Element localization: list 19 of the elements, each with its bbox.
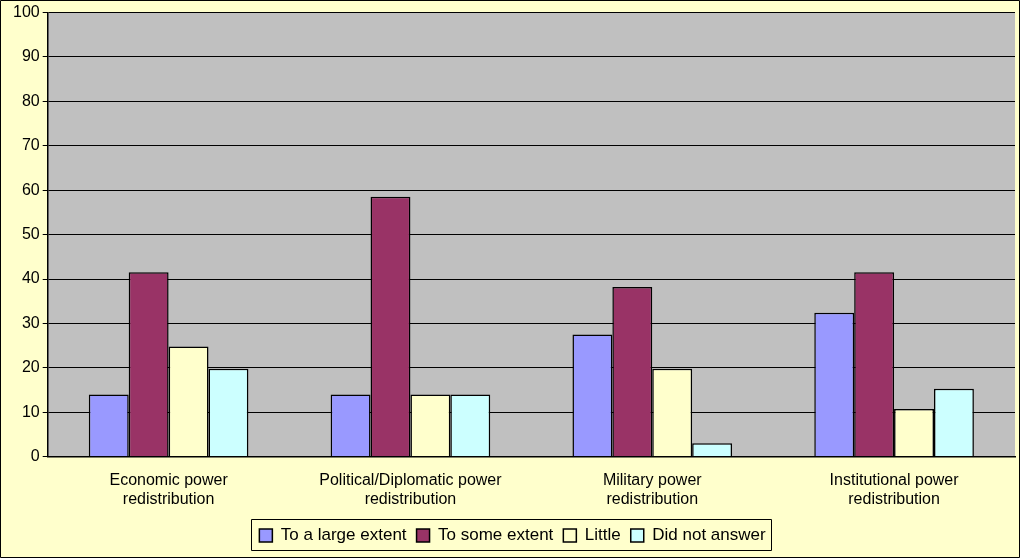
y-tick-label: 100 <box>12 3 40 21</box>
y-tick-label: 20 <box>21 358 40 376</box>
legend-label: Did not answer <box>652 525 766 545</box>
legend-label: To some extent <box>438 525 554 545</box>
legend-label: Little <box>584 525 621 545</box>
y-tick-label: 70 <box>21 136 40 154</box>
y-tick-label: 10 <box>21 402 40 420</box>
x-tick-label: Institutional power redistribution <box>829 470 960 507</box>
y-tick-label: 80 <box>21 91 40 109</box>
x-tick-label: Military power redistribution <box>602 470 703 507</box>
y-tick-label: 0 <box>30 447 40 465</box>
x-tick-label: Political/Diplomatic power redistribution <box>319 470 503 507</box>
x-tick-label: Economic power redistribution <box>109 470 229 507</box>
y-tick-label: 50 <box>21 225 40 243</box>
legend-label: To a large extent <box>280 525 407 545</box>
y-tick-label: 30 <box>21 313 40 331</box>
y-tick-label: 60 <box>21 180 40 198</box>
y-tick-label: 40 <box>21 269 40 287</box>
y-tick-label: 90 <box>21 47 40 65</box>
